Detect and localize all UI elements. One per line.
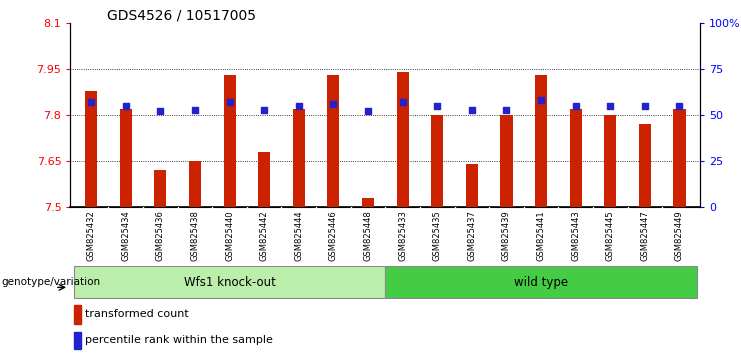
Text: GSM825439: GSM825439 bbox=[502, 210, 511, 261]
Bar bbox=[500, 115, 513, 207]
Bar bbox=[293, 109, 305, 207]
Text: GSM825436: GSM825436 bbox=[156, 210, 165, 261]
Bar bbox=[189, 161, 201, 207]
Text: GSM825435: GSM825435 bbox=[433, 210, 442, 261]
Bar bbox=[73, 332, 82, 348]
Point bbox=[154, 109, 166, 114]
Bar bbox=[224, 75, 236, 207]
Bar bbox=[674, 109, 685, 207]
Point bbox=[259, 107, 270, 112]
Text: GSM825434: GSM825434 bbox=[122, 210, 130, 261]
Bar bbox=[73, 304, 82, 324]
Text: genotype/variation: genotype/variation bbox=[1, 277, 101, 287]
Point bbox=[431, 103, 443, 109]
Point bbox=[189, 107, 201, 112]
Point bbox=[674, 103, 685, 109]
Point bbox=[328, 101, 339, 107]
Point bbox=[605, 103, 617, 109]
Point bbox=[500, 107, 512, 112]
Text: transformed count: transformed count bbox=[84, 309, 188, 319]
Bar bbox=[431, 115, 443, 207]
Text: wild type: wild type bbox=[514, 276, 568, 289]
Bar bbox=[385, 266, 697, 298]
Text: GSM825447: GSM825447 bbox=[640, 210, 649, 261]
Bar bbox=[258, 152, 270, 207]
Text: GSM825446: GSM825446 bbox=[329, 210, 338, 261]
Bar bbox=[466, 164, 478, 207]
Point bbox=[396, 99, 408, 105]
Text: GSM825437: GSM825437 bbox=[468, 210, 476, 261]
Bar bbox=[604, 115, 617, 207]
Bar bbox=[362, 198, 374, 207]
Point bbox=[120, 103, 132, 109]
Text: GSM825449: GSM825449 bbox=[675, 210, 684, 261]
Text: GSM825442: GSM825442 bbox=[259, 210, 269, 261]
Text: GSM825445: GSM825445 bbox=[605, 210, 615, 261]
Bar bbox=[85, 91, 97, 207]
Text: GSM825440: GSM825440 bbox=[225, 210, 234, 261]
Text: percentile rank within the sample: percentile rank within the sample bbox=[84, 335, 273, 345]
Point bbox=[224, 99, 236, 105]
Point bbox=[466, 107, 478, 112]
Text: GSM825433: GSM825433 bbox=[398, 210, 407, 261]
Bar bbox=[120, 109, 132, 207]
Text: GSM825438: GSM825438 bbox=[190, 210, 199, 261]
Bar bbox=[570, 109, 582, 207]
Bar bbox=[74, 266, 385, 298]
Point bbox=[362, 109, 374, 114]
Point bbox=[535, 97, 547, 103]
Bar bbox=[535, 75, 547, 207]
Text: GSM825443: GSM825443 bbox=[571, 210, 580, 261]
Text: GSM825432: GSM825432 bbox=[87, 210, 96, 261]
Bar bbox=[396, 72, 409, 207]
Point bbox=[293, 103, 305, 109]
Text: Wfs1 knock-out: Wfs1 knock-out bbox=[184, 276, 276, 289]
Point bbox=[570, 103, 582, 109]
Bar bbox=[154, 170, 167, 207]
Point bbox=[85, 99, 97, 105]
Bar bbox=[328, 75, 339, 207]
Text: GDS4526 / 10517005: GDS4526 / 10517005 bbox=[107, 9, 256, 23]
Text: GSM825441: GSM825441 bbox=[536, 210, 545, 261]
Text: GSM825444: GSM825444 bbox=[294, 210, 303, 261]
Bar bbox=[639, 124, 651, 207]
Point bbox=[639, 103, 651, 109]
Text: GSM825448: GSM825448 bbox=[364, 210, 373, 261]
